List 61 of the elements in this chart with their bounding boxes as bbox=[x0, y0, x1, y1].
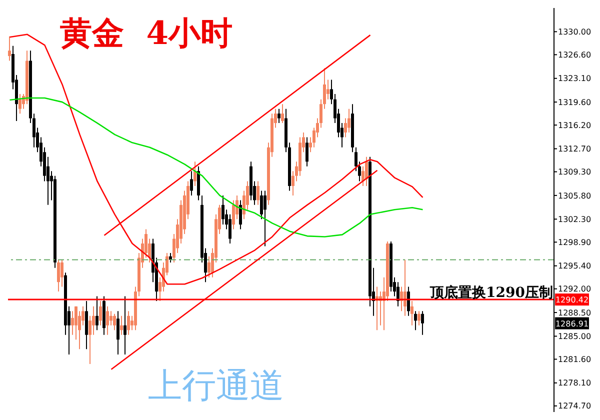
candlestick bbox=[232, 200, 235, 230]
candlestick bbox=[208, 256, 210, 278]
y-tick-label: 1323.10 bbox=[558, 74, 592, 84]
ref-line-label: 1290.42 bbox=[555, 296, 589, 305]
candlestick bbox=[85, 300, 88, 350]
chart-title: 黄金 4小时 bbox=[60, 13, 233, 54]
y-tick-label: 1302.30 bbox=[558, 214, 592, 224]
candlestick bbox=[99, 300, 102, 326]
y-tick-label: 1305.80 bbox=[558, 191, 592, 200]
candlestick bbox=[60, 259, 64, 288]
candlestick bbox=[124, 296, 126, 355]
y-tick-label: 1309.30 bbox=[558, 168, 592, 177]
candlestick bbox=[110, 310, 112, 326]
y-tick-label: 1295.40 bbox=[558, 262, 592, 271]
y-tick-label: 1316.20 bbox=[558, 120, 592, 130]
y-tick-label: 1312.70 bbox=[558, 144, 592, 154]
candlestick bbox=[407, 286, 410, 316]
y-tick-label: 1330.00 bbox=[558, 28, 592, 37]
candlestick bbox=[404, 259, 406, 316]
annotation: 顶底置换1290压制 bbox=[430, 284, 553, 302]
candlestick bbox=[421, 310, 424, 336]
candlestick bbox=[106, 306, 109, 336]
y-tick-label: 1319.60 bbox=[558, 98, 592, 107]
candlestick bbox=[57, 259, 60, 292]
y-tick-label: 1274.70 bbox=[558, 402, 592, 411]
annotation: 上行通道 bbox=[148, 365, 284, 408]
y-tick-label: 1278.10 bbox=[558, 378, 592, 388]
y-tick-label: 1298.90 bbox=[558, 238, 592, 247]
y-tick-label: 1292.00 bbox=[558, 284, 592, 294]
candlestick bbox=[116, 310, 120, 355]
line-series bbox=[9, 97, 424, 238]
y-tick-label: 1285.00 bbox=[558, 332, 592, 342]
candlestick bbox=[120, 315, 123, 336]
candlestick bbox=[326, 79, 330, 100]
candlestick bbox=[264, 190, 266, 247]
candlestick bbox=[278, 108, 280, 124]
candlestick bbox=[190, 170, 193, 196]
candlestick bbox=[281, 104, 284, 124]
candlestick bbox=[18, 93, 22, 114]
candlestick bbox=[127, 310, 130, 336]
candlestick bbox=[365, 156, 368, 186]
candlestick bbox=[96, 296, 98, 331]
candlestick bbox=[71, 310, 74, 336]
candlestick bbox=[362, 166, 364, 186]
candlestick bbox=[78, 310, 81, 350]
candlestick bbox=[8, 36, 11, 62]
candlestick bbox=[194, 161, 196, 186]
candlestick bbox=[113, 313, 116, 331]
annotation: 1286.91 bbox=[555, 319, 589, 328]
candlestick bbox=[239, 200, 242, 230]
candlestick bbox=[418, 310, 420, 326]
y-tick-label: 1288.50 bbox=[558, 308, 592, 318]
y-tick-label: 1326.60 bbox=[558, 50, 592, 60]
candlestick bbox=[414, 310, 417, 331]
candlestick bbox=[348, 108, 350, 134]
candlestick bbox=[256, 180, 260, 206]
candlestick bbox=[306, 136, 308, 167]
y-tick-label: 1281.60 bbox=[558, 355, 592, 364]
candlestick bbox=[222, 194, 224, 226]
candlestick bbox=[228, 214, 232, 244]
candlestick bbox=[410, 300, 414, 326]
